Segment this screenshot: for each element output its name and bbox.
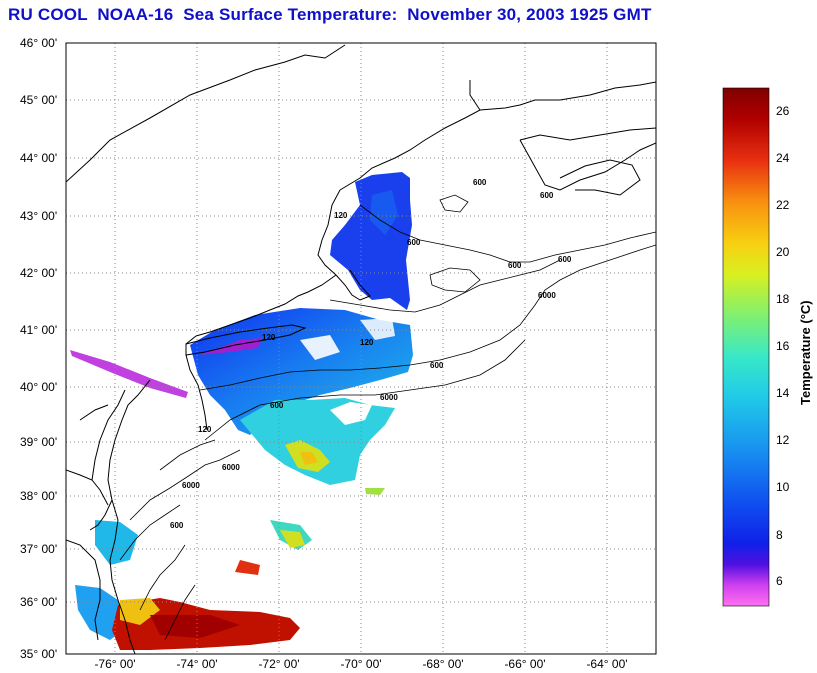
- colorbar-tick: 18: [776, 292, 790, 306]
- lat-label: 40° 00': [20, 380, 57, 394]
- colorbar-ramp: [722, 87, 770, 607]
- contour-labels: 600 600 600 120 6000 600 120 600 6000 60…: [170, 178, 572, 530]
- lat-label: 46° 00': [20, 36, 57, 50]
- contour-label: 6000: [538, 291, 556, 300]
- colorbar-title: Temperature (°C): [798, 300, 813, 405]
- lon-label: -68° 00': [422, 657, 463, 671]
- coastline: [66, 44, 656, 654]
- sst-blue-gulf-of-maine: [330, 172, 412, 310]
- lon-label: -66° 00': [504, 657, 545, 671]
- lon-label: -70° 00': [340, 657, 381, 671]
- colorbar-tick: 10: [776, 480, 790, 494]
- contour-label: 600: [540, 191, 554, 200]
- colorbar-tick: 12: [776, 433, 790, 447]
- lat-label: 36° 00': [20, 595, 57, 609]
- lat-label: 37° 00': [20, 542, 57, 556]
- contour-label: 120: [360, 338, 374, 347]
- lat-label: 41° 00': [20, 323, 57, 337]
- contour-label: 120: [262, 333, 276, 342]
- lon-label: -76° 00': [94, 657, 135, 671]
- sst-southern-patches: [75, 488, 385, 650]
- contour-label: 6000: [222, 463, 240, 472]
- contour-label: 600: [430, 361, 444, 370]
- contour-label: 6000: [380, 393, 398, 402]
- latitude-labels: 46° 00' 45° 00' 44° 00' 43° 00' 42° 00' …: [20, 36, 57, 661]
- colorbar-tick: 24: [776, 151, 790, 165]
- contour-label: 120: [334, 211, 348, 220]
- contour-label: 600: [508, 261, 522, 270]
- lon-label: -74° 00': [176, 657, 217, 671]
- contour-label: 600: [270, 401, 284, 410]
- colorbar-tick: 8: [776, 528, 783, 542]
- lat-label: 44° 00': [20, 151, 57, 165]
- colorbar-tick: 14: [776, 386, 790, 400]
- lat-label: 45° 00': [20, 93, 57, 107]
- contour-label: 6000: [182, 481, 200, 490]
- colorbar-ticks: 26 24 22 20 18 16 14 12 10 8 6: [776, 104, 790, 588]
- lon-label: -72° 00': [258, 657, 299, 671]
- sst-longisland-magenta: [70, 338, 262, 398]
- colorbar-tick: 26: [776, 104, 790, 118]
- colorbar-tick: 20: [776, 245, 790, 259]
- colorbar-tick: 22: [776, 198, 790, 212]
- longitude-labels: -76° 00' -74° 00' -72° 00' -70° 00' -68°…: [94, 657, 627, 671]
- lon-label: -64° 00': [586, 657, 627, 671]
- contour-label: 120: [198, 425, 212, 434]
- lat-label: 43° 00': [20, 209, 57, 223]
- lat-label: 39° 00': [20, 435, 57, 449]
- lat-label: 42° 00': [20, 266, 57, 280]
- contour-label: 600: [473, 178, 487, 187]
- colorbar-tick: 16: [776, 339, 790, 353]
- contour-label: 600: [407, 238, 421, 247]
- contour-label: 600: [170, 521, 184, 530]
- map-title: RU COOL NOAA-16 Sea Surface Temperature:…: [8, 5, 652, 24]
- lat-label: 38° 00': [20, 489, 57, 503]
- colorbar: 26 24 22 20 18 16 14 12 10 8 6 Temperatu…: [722, 87, 813, 607]
- contour-label: 600: [558, 255, 572, 264]
- lat-label: 35° 00': [20, 647, 57, 661]
- bathymetry-contours: [119, 194, 656, 641]
- colorbar-tick: 6: [776, 574, 783, 588]
- map-border: [65, 42, 657, 655]
